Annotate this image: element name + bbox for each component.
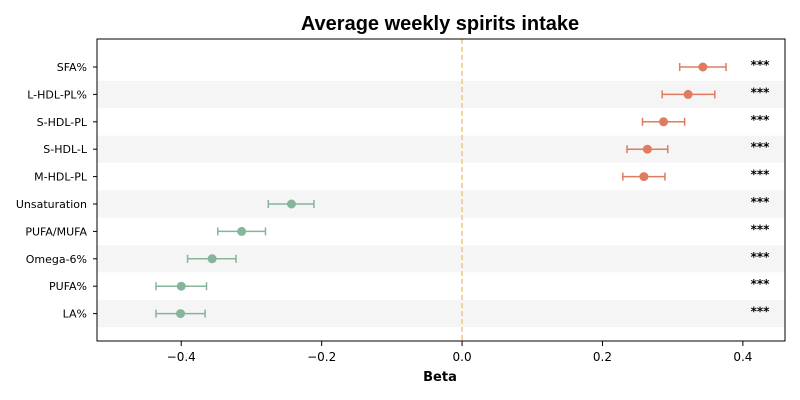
y-tick-label: LA%: [63, 308, 87, 321]
beta-point: [237, 226, 247, 236]
plot-frame: [96, 38, 786, 342]
beta-point: [698, 62, 708, 72]
y-tick-label: S-HDL-PL: [37, 116, 88, 129]
significance-label: ***: [751, 58, 771, 72]
significance-labels: *** *** *** *** *** *** *** *** *** ***: [751, 58, 771, 319]
data-marks: [155, 62, 727, 319]
y-tick-label: PUFA/MUFA: [25, 225, 87, 238]
beta-point: [639, 172, 649, 182]
y-tick-label: S-HDL-L: [43, 143, 88, 156]
y-tick-label: Unsaturation: [16, 198, 87, 211]
beta-point: [176, 281, 186, 291]
beta-point: [642, 144, 652, 154]
y-tick-label: M-HDL-PL: [34, 171, 88, 184]
x-tick-label: 0.0: [453, 350, 472, 364]
y-tick-label: L-HDL-PL%: [27, 88, 87, 101]
row-stripe: [97, 300, 785, 328]
x-tick-label: −0.2: [307, 350, 336, 364]
significance-label: ***: [751, 222, 771, 236]
y-tick-label: SFA%: [57, 61, 87, 74]
significance-label: ***: [751, 85, 771, 99]
x-tick-label: −0.4: [167, 350, 196, 364]
beta-point: [683, 89, 693, 99]
x-tick-label: 0.2: [593, 350, 612, 364]
significance-label: ***: [751, 195, 771, 209]
beta-point: [207, 254, 217, 264]
y-tick-labels: SFA% L-HDL-PL% S-HDL-PL S-HDL-L M-HDL-PL Unsa…: [16, 61, 97, 321]
beta-point: [176, 309, 186, 319]
beta-point: [286, 199, 296, 209]
x-tick-label: 0.4: [733, 350, 752, 364]
significance-label: ***: [751, 113, 771, 127]
significance-label: ***: [751, 305, 771, 319]
row-stripe: [97, 190, 785, 218]
y-tick-label: Omega-6%: [26, 253, 87, 266]
significance-label: ***: [751, 168, 771, 182]
significance-label: ***: [751, 250, 771, 264]
y-tick-label: PUFA%: [49, 280, 87, 293]
chart-title: Average weekly spirits intake: [301, 13, 579, 35]
x-axis: −0.4 −0.2 0.0 0.2 0.4: [167, 341, 752, 364]
significance-label: ***: [751, 140, 771, 154]
beta-point: [659, 117, 669, 127]
significance-label: ***: [751, 277, 771, 291]
row-stripe: [97, 135, 785, 163]
row-stripes: [97, 80, 785, 328]
x-axis-label: Beta: [423, 370, 457, 385]
